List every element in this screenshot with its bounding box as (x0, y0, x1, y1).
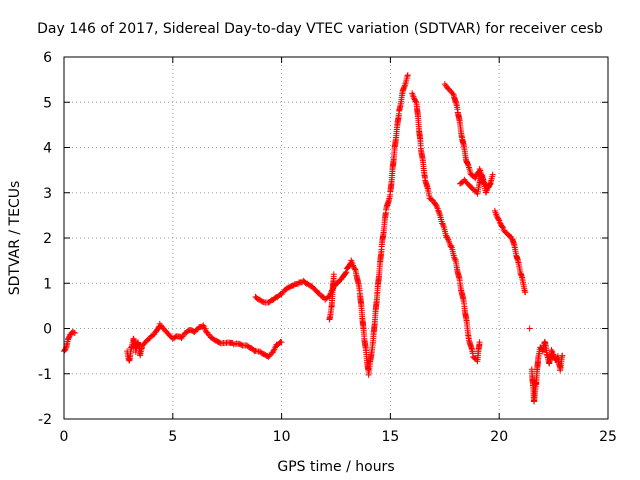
data-point (71, 330, 78, 337)
chart-title: Day 146 of 2017, Sidereal Day-to-day VTE… (37, 21, 603, 37)
data-point (443, 233, 450, 240)
data-point (351, 266, 358, 273)
axis-ticks: 0 5 10 15 20 25 -2 -1 0 1 2 3 4 5 6 (38, 50, 617, 445)
grid (64, 57, 608, 419)
y-tick-label: 1 (43, 276, 52, 292)
data-point (203, 328, 210, 335)
y-tick-label: -2 (38, 412, 52, 428)
data-point (65, 334, 72, 341)
data-point (238, 341, 245, 348)
data-point (433, 202, 440, 209)
x-tick-label: 15 (381, 429, 399, 445)
y-tick-label: 0 (43, 322, 52, 338)
y-axis-label: SDTVAR / TECUs (7, 181, 23, 296)
data-point (472, 173, 479, 180)
data-point (499, 223, 506, 230)
x-tick-label: 25 (599, 429, 617, 445)
x-tick-label: 5 (168, 429, 177, 445)
data-point (350, 262, 357, 269)
data-point (484, 186, 491, 193)
data-point (486, 181, 493, 188)
y-tick-label: 4 (43, 141, 52, 157)
y-tick-label: 5 (43, 95, 52, 111)
data-point (444, 235, 451, 242)
x-axis-label: GPS time / hours (277, 459, 394, 475)
data-point (342, 270, 349, 277)
data-point (330, 271, 337, 278)
data-point (476, 339, 483, 346)
data-point (487, 180, 494, 187)
data-point (496, 219, 503, 226)
data-point (343, 269, 350, 276)
data-point (526, 325, 533, 332)
data-point (449, 90, 456, 97)
data-point (559, 352, 566, 359)
data-point (269, 349, 276, 356)
data-point (412, 98, 419, 105)
data-point (548, 346, 555, 353)
y-tick-label: -1 (38, 367, 52, 383)
data-point (62, 346, 69, 353)
x-tick-label: 20 (490, 429, 508, 445)
x-tick-label: 10 (273, 429, 291, 445)
y-tick-label: 3 (43, 186, 52, 202)
data-point (70, 329, 77, 336)
data-marks (61, 72, 566, 405)
data-point (495, 216, 502, 223)
data-point (404, 72, 411, 79)
data-point (278, 339, 285, 346)
data-point (489, 171, 496, 178)
data-point (447, 243, 454, 250)
data-point (522, 289, 529, 296)
y-tick-label: 6 (43, 50, 52, 66)
y-tick-label: 2 (43, 231, 52, 247)
data-point (434, 204, 441, 211)
plot-frame (63, 56, 609, 420)
x-tick-label: 0 (60, 429, 69, 445)
